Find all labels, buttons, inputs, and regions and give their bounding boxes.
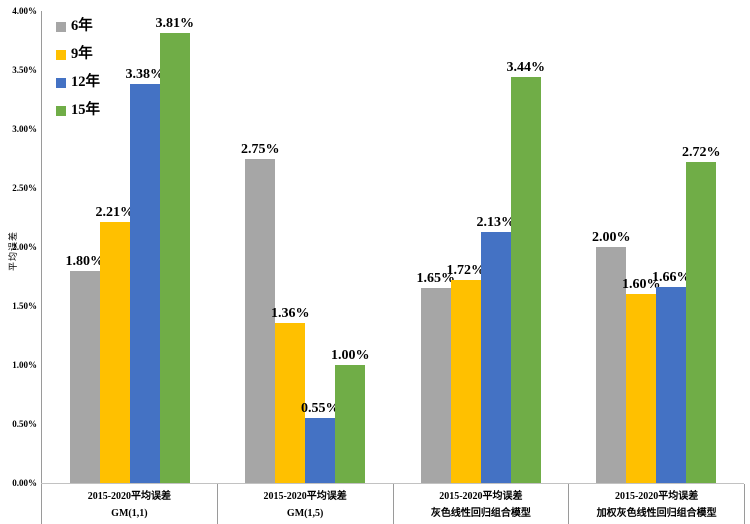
legend-swatch-icon (56, 21, 66, 32)
bar-value-label: 1.36% (271, 305, 310, 321)
bar: 1.00% (331, 348, 370, 483)
bar-value-label: 1.66% (652, 270, 691, 286)
bar: 1.60% (622, 277, 661, 483)
bar: 2.13% (477, 215, 515, 483)
category-label-line1: 2015-2020平均误差 (439, 491, 523, 502)
y-tick-label: 1.50% (12, 301, 37, 311)
legend-label: 6年 (71, 18, 93, 34)
category-label: 2015-2020平均误差加权灰色线性回归组合模型 (569, 484, 745, 524)
bar-value-label: 1.00% (331, 348, 370, 363)
bar-value-label: 3.81% (155, 16, 195, 32)
bar-value-label: 2.00% (592, 230, 631, 245)
category-label-line1: 2015-2020平均误差 (87, 491, 172, 502)
bar: 2.75% (241, 142, 280, 483)
y-tick-label: 2.00% (12, 242, 37, 252)
bar: 1.36% (271, 306, 310, 483)
y-tick-label: 3.50% (12, 65, 37, 75)
category-label: 2015-2020平均误差 GM(1,5) (218, 484, 394, 524)
bar: 1.72% (447, 263, 485, 483)
bar-value-label: 1.80% (65, 253, 105, 269)
y-tick-label: 4.00% (12, 6, 37, 16)
y-tick-label: 3.00% (12, 124, 37, 134)
category-label: 2015-2020平均误差 灰色线性回归组合模型 (394, 484, 570, 524)
x-axis-line (41, 483, 744, 484)
y-axis-line (41, 11, 42, 524)
legend-swatch-icon (56, 105, 66, 116)
bar-value-label: 1.65% (416, 271, 456, 287)
bar: 1.80% (66, 254, 104, 483)
legend-label: 9年 (71, 46, 93, 62)
bar-value-label: 2.72% (682, 145, 721, 161)
bar: 1.66% (652, 270, 691, 483)
category-label-line2: 灰色线性回归组合模型 (430, 508, 531, 519)
bar-value-label: 3.38% (125, 67, 165, 83)
category-axis: 2015-2020平均误差 GM(1,1) 2015-2020平均误差 GM(1,5)… (42, 484, 745, 524)
bar: 3.44% (507, 60, 545, 483)
bar-value-label: 1.72% (446, 263, 486, 279)
bar-group: 1.80% 2.21% 3.38% 3.81% (42, 11, 218, 483)
legend-item: 15年 (56, 103, 100, 118)
legend: 6年 9年 12年 15年 (56, 19, 100, 131)
bar: 3.81% (156, 16, 194, 483)
bar-value-label: 2.21% (95, 205, 135, 221)
category-label-line1: 2015-2020平均误差 (614, 491, 699, 502)
bar-group: 2.75% 1.36% 0.55% 1.00% (218, 11, 394, 483)
bar: 2.21% (96, 205, 134, 483)
bar: 3.38% (126, 67, 164, 483)
plot-area: 1.80% 2.21% 3.38% 3.81% 2.75% 1.36% 0.55% 1.00%… (42, 11, 744, 483)
bar-value-label: 2.13% (476, 214, 516, 230)
legend-label: 12年 (71, 74, 100, 90)
y-tick-label: 0.00% (12, 478, 37, 488)
legend-item: 12年 (56, 75, 100, 90)
legend-item: 6年 (56, 19, 100, 34)
legend-item: 9年 (56, 47, 100, 62)
legend-swatch-icon (56, 49, 66, 60)
bar: 2.00% (592, 230, 631, 483)
bar-group: 2.00% 1.60% 1.66% 2.72% (569, 11, 745, 483)
category-label-line2: 加权灰色线性回归组合模型 (596, 508, 717, 519)
bar-group: 1.65% 1.72% 2.13% 3.44% (393, 11, 569, 483)
bar: 0.55% (301, 401, 340, 483)
bar-value-label: 2.75% (241, 141, 280, 157)
category-label-line2: GM(1,1) (111, 508, 148, 519)
bar-value-label: 0.55% (301, 401, 340, 417)
category-label-line2: GM(1,5) (286, 508, 324, 519)
bar-value-label: 3.44% (506, 60, 546, 76)
bar: 1.65% (417, 271, 455, 483)
y-tick-label: 0.50% (12, 419, 37, 429)
legend-label: 15年 (71, 102, 100, 118)
y-tick-label: 1.00% (12, 360, 37, 370)
y-tick-label: 2.50% (12, 183, 37, 193)
category-label-line1: 2015-2020平均误差 (263, 491, 347, 502)
legend-swatch-icon (56, 77, 66, 88)
bar: 2.72% (682, 145, 721, 483)
category-label: 2015-2020平均误差 GM(1,1) (42, 484, 218, 524)
bar-value-label: 1.60% (622, 277, 661, 293)
